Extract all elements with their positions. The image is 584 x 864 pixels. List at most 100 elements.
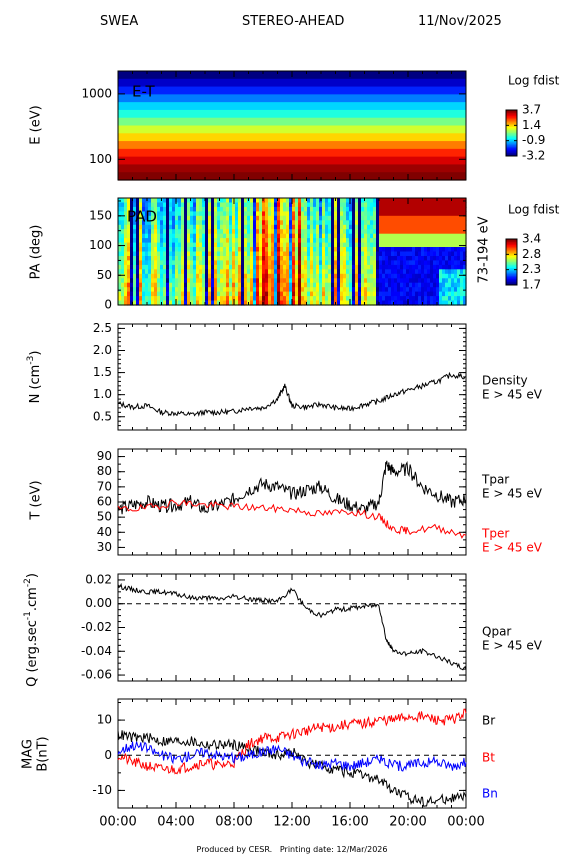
pad-cell [457,256,461,262]
pad-cell [262,291,266,297]
pad-cell [127,282,131,288]
pad-cell [316,233,320,239]
pad-cell [184,242,188,248]
pad-cell [256,264,260,270]
pad-cell [220,300,224,306]
pad-cell [142,264,146,270]
pad-cell [382,211,386,217]
pad-cell [298,251,302,257]
et-colorbar-title: Log fdist [508,74,560,88]
pad-cell [340,264,344,270]
pad-cell [124,278,128,284]
pad-cell [394,264,398,270]
pad-cell [196,256,200,262]
pad-cell [232,215,236,221]
pad-cell [385,224,389,230]
pad-cell [274,291,278,297]
pad-cell [310,229,314,235]
pad-cell [187,247,191,253]
pad-cell [172,211,176,217]
pad-cell [241,269,245,275]
pad-cell [322,238,326,244]
pad-cell [343,220,347,226]
pad-cell [271,282,275,288]
pad-cell [346,202,350,208]
pad-cell [169,211,173,217]
pad-cell [445,296,449,302]
pad-cell [463,247,467,253]
pad-cell [328,247,332,253]
pad-cell [193,251,197,257]
pad-cell [142,260,146,266]
pad-cell [319,206,323,212]
pad-cell [424,229,428,235]
pad-cell [151,287,155,293]
pad-cell [139,229,143,235]
pad-cell [433,300,437,306]
pad-cell [361,300,365,306]
pad-cell [229,206,233,212]
pad-cell [130,273,134,279]
pad-cell [340,251,344,257]
pad-cell [352,287,356,293]
pad-cell [118,260,122,266]
pad-cell [442,198,446,204]
pad-cell [316,206,320,212]
pad-cell [283,247,287,253]
pad-cell [124,242,128,248]
pad-cell [373,202,377,208]
pad-cell [271,247,275,253]
pad-cell [253,215,257,221]
pad-cell [304,224,308,230]
colorbar-cell [506,258,517,261]
pad-cell [370,278,374,284]
pad-cell [190,238,194,244]
pad-cell [397,233,401,239]
pad-cell [184,224,188,230]
pad-cell [313,233,317,239]
pad-cell [235,296,239,302]
pad-cell [334,247,338,253]
pad-cell [442,202,446,208]
heatflux-ylabel-part: .cm [25,587,40,611]
pad-cell [307,215,311,221]
pad-cell [256,247,260,253]
pad-cell [172,296,176,302]
pad-cell [136,206,140,212]
pad-cell [436,247,440,253]
pad-cell [214,300,218,306]
pad-cell [385,233,389,239]
pad-cell [136,247,140,253]
pad-cell [247,202,251,208]
pad-cell [403,233,407,239]
pad-cell [166,264,170,270]
pad-cell [145,251,149,257]
pad-cell [301,229,305,235]
pad-cell [391,287,395,293]
pad-cell [148,198,152,204]
pad-cell [316,251,320,257]
pad-cell [328,202,332,208]
pad-cell [355,220,359,226]
pad-cell [382,273,386,279]
pad-cell [139,287,143,293]
pad-cell [178,296,182,302]
pad-cell [301,206,305,212]
pad-cell [385,278,389,284]
pad-cell [118,264,122,270]
pad-cell [403,287,407,293]
pad-cell [307,229,311,235]
temperature-series-tpar [117,460,467,515]
pad-cell [379,211,383,217]
pad-cell [346,220,350,226]
pad-cell [343,224,347,230]
pad-cell [193,220,197,226]
pad-cell [154,251,158,257]
pad-cell [430,260,434,266]
pad-cell [400,256,404,262]
pad-cell [256,300,260,306]
bt-legend: Bt [482,751,495,765]
temperature-axes [117,448,467,556]
pad-cell [436,206,440,212]
pad-cell [367,260,371,266]
